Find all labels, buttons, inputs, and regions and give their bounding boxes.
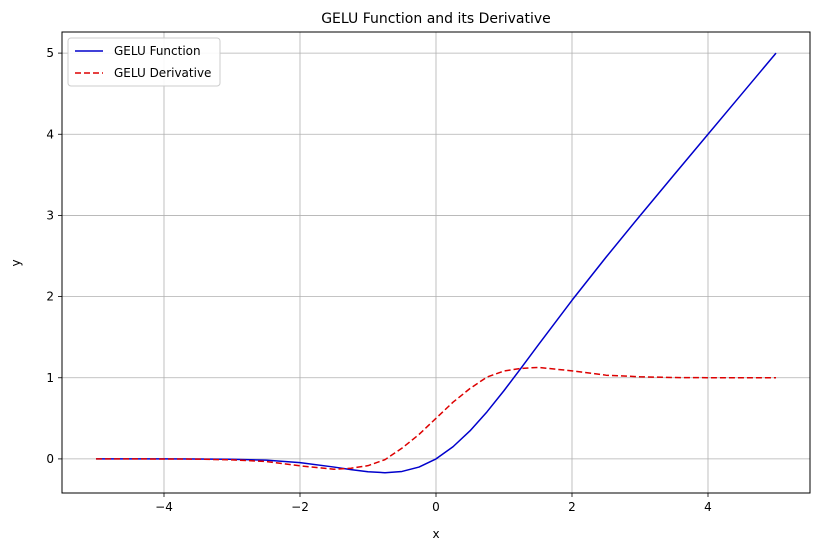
x-tick-label: 0	[432, 500, 440, 514]
legend-label-1: GELU Derivative	[114, 66, 211, 80]
chart-title: GELU Function and its Derivative	[321, 11, 551, 27]
x-tick-label: 2	[568, 500, 576, 514]
x-axis-label: x	[432, 527, 439, 541]
x-tick-label: −2	[291, 500, 309, 514]
axis-ticks: −4 −2 0 2 4 0 1 2 3 4 5	[46, 46, 711, 514]
x-tick-label: 4	[704, 500, 712, 514]
x-tick-label: −4	[155, 500, 173, 514]
y-tick-label: 5	[46, 46, 54, 60]
legend: GELU Function GELU Derivative	[67, 37, 221, 87]
legend-box	[67, 37, 221, 87]
legend-label-0: GELU Function	[114, 44, 201, 58]
series-line-0	[95, 52, 777, 474]
y-tick-label: 2	[46, 290, 54, 304]
y-tick-label: 4	[46, 127, 54, 141]
series-layer	[95, 52, 777, 474]
y-tick-label: 0	[46, 452, 54, 466]
y-tick-label: 3	[46, 208, 54, 222]
series-line-1	[95, 366, 777, 470]
y-axis-label: y	[9, 259, 23, 266]
grid	[62, 32, 810, 493]
y-tick-label: 1	[46, 371, 54, 385]
